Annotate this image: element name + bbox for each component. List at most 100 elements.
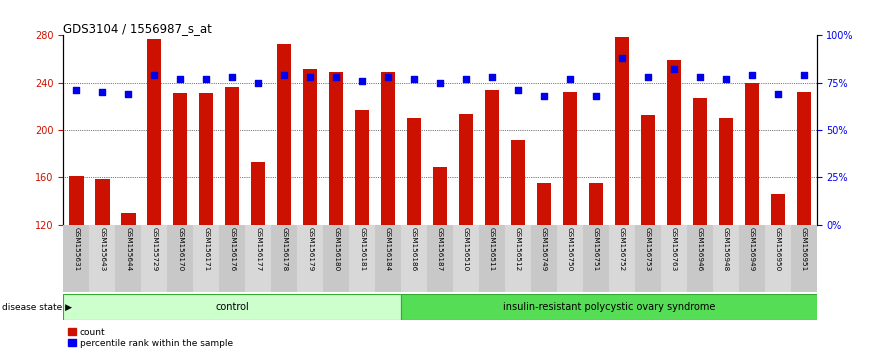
Point [303,74,317,80]
Bar [147,39,161,225]
Point [199,76,213,82]
Point [640,74,655,80]
Bar [739,225,765,292]
Point [667,67,681,72]
Point [329,74,344,80]
Point [407,76,421,82]
Text: GSM156512: GSM156512 [515,228,521,272]
Text: GSM156176: GSM156176 [229,228,235,272]
Text: GSM156751: GSM156751 [593,228,599,272]
Point [615,55,629,61]
Bar [433,167,448,225]
Text: GSM156177: GSM156177 [255,228,262,272]
Point [719,76,733,82]
Point [226,74,240,80]
Text: GSM155631: GSM155631 [73,228,79,272]
Point [485,74,499,80]
Bar [505,225,531,292]
Text: GSM156752: GSM156752 [618,228,625,272]
Bar [687,225,713,292]
Point [563,76,577,82]
Text: GDS3104 / 1556987_s_at: GDS3104 / 1556987_s_at [63,22,212,35]
Bar [765,225,791,292]
Text: control: control [215,302,249,312]
Point [70,87,84,93]
Text: GSM156763: GSM156763 [670,228,677,272]
Bar [407,118,421,225]
Text: GSM156511: GSM156511 [489,228,495,272]
Text: disease state ▶: disease state ▶ [2,303,71,312]
Bar [563,92,577,225]
Bar [63,294,401,320]
Bar [297,225,323,292]
Point [459,76,473,82]
Text: GSM156749: GSM156749 [541,228,547,272]
Text: GSM156946: GSM156946 [697,228,703,272]
Bar [667,60,681,225]
Text: GSM156750: GSM156750 [567,228,573,272]
Bar [791,225,817,292]
Text: GSM156181: GSM156181 [359,228,365,272]
Bar [174,93,188,225]
Bar [122,213,136,225]
Point [95,89,109,95]
Point [537,93,551,99]
Text: GSM156186: GSM156186 [411,228,417,272]
Bar [303,69,317,225]
Bar [609,225,635,292]
Point [355,78,369,84]
Point [278,72,292,78]
Bar [141,225,167,292]
Bar [640,115,655,225]
Point [744,72,759,78]
Bar [427,225,453,292]
Bar [251,162,265,225]
Bar [485,90,500,225]
Bar [537,183,552,225]
Text: GSM155644: GSM155644 [125,228,131,272]
Point [174,76,188,82]
Bar [615,36,629,225]
Bar [226,87,240,225]
Bar [589,183,603,225]
Bar [355,110,369,225]
Text: GSM156179: GSM156179 [307,228,313,272]
Bar [381,72,396,225]
Text: GSM156753: GSM156753 [645,228,651,272]
Bar [771,194,785,225]
Bar [796,92,811,225]
Bar [692,98,707,225]
Bar [219,225,245,292]
Text: GSM156170: GSM156170 [177,228,183,272]
Text: GSM155729: GSM155729 [152,228,158,272]
Bar [583,225,609,292]
Bar [453,225,479,292]
Bar [271,225,297,292]
Text: GSM156948: GSM156948 [722,228,729,272]
Point [589,93,603,99]
Text: GSM156951: GSM156951 [801,228,807,272]
Bar [635,225,661,292]
Bar [511,139,525,225]
Bar [199,93,213,225]
Point [147,72,161,78]
Bar [375,225,401,292]
Bar [323,225,349,292]
Bar [531,225,557,292]
Bar [401,294,817,320]
Bar [744,83,759,225]
Text: insulin-resistant polycystic ovary syndrome: insulin-resistant polycystic ovary syndr… [503,302,715,312]
Text: GSM155643: GSM155643 [100,228,106,272]
Text: GSM156187: GSM156187 [437,228,443,272]
Bar [713,225,739,292]
Point [251,80,265,86]
Text: GSM156180: GSM156180 [333,228,339,272]
Text: GSM156184: GSM156184 [385,228,391,272]
Point [771,91,785,97]
Bar [661,225,687,292]
Legend: count, percentile rank within the sample: count, percentile rank within the sample [68,328,233,348]
Bar [63,225,89,292]
Bar [167,225,193,292]
Point [433,80,447,86]
Point [796,72,811,78]
